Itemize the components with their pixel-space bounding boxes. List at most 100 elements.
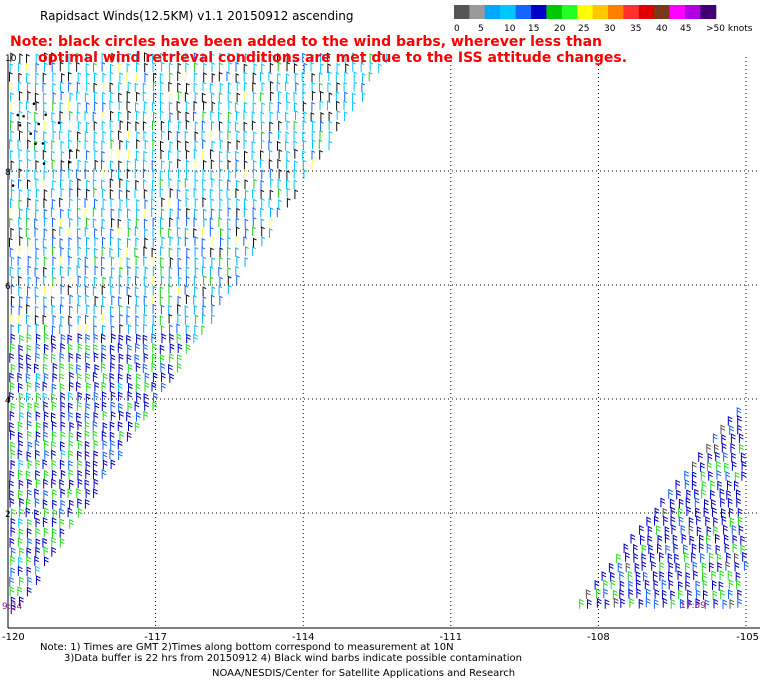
wind-barb (310, 53, 315, 64)
wind-barb (110, 325, 115, 335)
wind-barb (69, 479, 74, 489)
wind-barb (235, 188, 240, 198)
wind-barb (293, 140, 298, 151)
wind-barb (60, 469, 66, 480)
wind-barb (643, 571, 648, 582)
wind-barb (286, 61, 291, 72)
wind-barb (60, 342, 66, 353)
wind-barb (26, 381, 32, 392)
wind-barb (9, 139, 13, 149)
wind-barb (722, 599, 728, 609)
wind-barb (169, 111, 174, 122)
legend-swatch (531, 5, 547, 19)
wind-barb (151, 295, 156, 306)
wind-barb (86, 217, 90, 228)
wind-barb (84, 285, 89, 296)
wind-barb (51, 420, 57, 431)
wind-barb (86, 304, 90, 314)
wind-barb (143, 295, 148, 305)
legend-label: 20 (554, 24, 566, 34)
wind-barb (727, 415, 733, 426)
wind-barb (152, 314, 157, 325)
credit-line: NOAA/NESDIS/Center for Satellite Applica… (212, 668, 515, 679)
legend-swatch (654, 5, 671, 19)
wind-barb (77, 459, 82, 470)
wind-barb (76, 52, 81, 63)
wind-barb (303, 139, 307, 150)
wind-barb (202, 296, 207, 306)
wind-barb (60, 178, 64, 189)
wind-barb (51, 325, 56, 335)
wind-barb (69, 198, 73, 209)
wind-barb (101, 179, 105, 190)
wind-barb (94, 236, 99, 247)
wind-barb (142, 334, 148, 345)
wind-barb (596, 588, 601, 599)
wind-barb (51, 198, 56, 209)
wind-barb (69, 421, 75, 432)
wind-barb (43, 198, 48, 209)
wind-barb (252, 246, 256, 257)
wind-barb (311, 81, 316, 92)
wind-barb (729, 517, 735, 527)
wind-barb (209, 188, 214, 199)
wind-barb (85, 488, 91, 499)
wind-barb (184, 52, 189, 63)
wind-barb (302, 52, 306, 63)
contamination-dot (22, 115, 25, 118)
wind-barb (102, 276, 107, 287)
wind-barb (119, 178, 124, 188)
wind-barb (734, 561, 740, 572)
wind-barb (135, 342, 140, 353)
wind-barb (10, 508, 16, 519)
wind-barb (27, 430, 32, 441)
wind-barb (168, 313, 173, 324)
legend-label: 25 (578, 24, 589, 34)
wind-barb (27, 402, 33, 413)
wind-barb (136, 139, 140, 149)
wind-barb (152, 266, 157, 276)
wind-barb (27, 90, 32, 101)
wind-barb (69, 217, 73, 228)
wind-barb (168, 247, 173, 258)
wind-barb (134, 421, 140, 432)
wind-barb (579, 598, 584, 609)
wind-barb (236, 92, 241, 103)
wind-barb (101, 352, 107, 363)
wind-barb (736, 579, 741, 590)
wind-barb (60, 159, 65, 170)
wind-barb (27, 246, 31, 257)
wind-barb (142, 110, 147, 121)
wind-barb (689, 535, 695, 545)
wind-barb (43, 527, 49, 538)
wind-barb (52, 82, 57, 93)
wind-barb (52, 217, 56, 228)
wind-barb (77, 450, 82, 461)
wind-barb (68, 237, 73, 247)
wind-barb (42, 179, 47, 190)
wind-barb (311, 120, 316, 131)
wind-barb (51, 187, 55, 198)
wind-barb (178, 90, 182, 101)
wind-barb (193, 275, 198, 286)
wind-barb (219, 276, 224, 287)
wind-barb (201, 120, 206, 131)
wind-barb (94, 159, 99, 170)
wind-barb (669, 498, 675, 509)
wind-barb (203, 275, 207, 285)
wind-barb (77, 439, 83, 450)
wind-barb (77, 187, 81, 198)
wind-barb (19, 53, 24, 64)
wind-barb (76, 381, 81, 392)
wind-barb (136, 198, 140, 209)
contamination-dot (18, 124, 22, 127)
wind-barb (336, 100, 340, 111)
legend-swatch (685, 5, 701, 19)
wind-barb (228, 170, 232, 180)
wind-barb (19, 596, 24, 606)
wind-barb (720, 424, 726, 435)
wind-barb (69, 92, 74, 102)
wind-barb (86, 81, 90, 92)
wind-barb (243, 130, 248, 141)
wind-barb (26, 149, 31, 160)
